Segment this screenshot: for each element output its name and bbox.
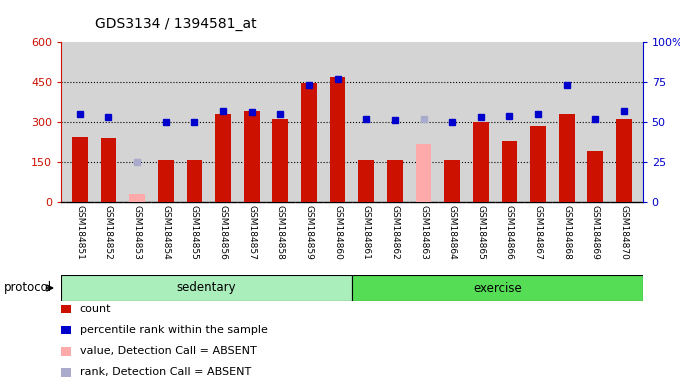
Text: GSM184853: GSM184853 [133, 205, 141, 260]
Text: GSM184859: GSM184859 [305, 205, 313, 260]
Bar [444, 161, 460, 202]
Text: GSM184865: GSM184865 [476, 205, 486, 260]
Bar [330, 77, 345, 202]
Text: rank, Detection Call = ABSENT: rank, Detection Call = ABSENT [80, 367, 251, 377]
Bar [352, 275, 643, 301]
Bar [244, 111, 260, 202]
Text: GSM184863: GSM184863 [419, 205, 428, 260]
Text: GSM184857: GSM184857 [247, 205, 256, 260]
Bar [415, 144, 431, 202]
Bar [158, 161, 173, 202]
Text: value, Detection Call = ABSENT: value, Detection Call = ABSENT [80, 346, 256, 356]
Text: GSM184862: GSM184862 [390, 205, 399, 260]
Bar [72, 137, 88, 202]
Bar [61, 275, 352, 301]
Bar [129, 194, 145, 202]
Text: GSM184869: GSM184869 [591, 205, 600, 260]
Text: GSM184854: GSM184854 [161, 205, 170, 260]
Text: GSM184858: GSM184858 [276, 205, 285, 260]
Text: count: count [80, 304, 111, 314]
Text: GDS3134 / 1394581_at: GDS3134 / 1394581_at [95, 17, 257, 31]
Bar [101, 138, 116, 202]
Bar [358, 161, 374, 202]
Text: GSM184860: GSM184860 [333, 205, 342, 260]
Bar [473, 122, 489, 202]
Text: GSM184861: GSM184861 [362, 205, 371, 260]
Bar [616, 119, 632, 202]
Text: GSM184870: GSM184870 [619, 205, 628, 260]
Text: GSM184855: GSM184855 [190, 205, 199, 260]
Text: GSM184868: GSM184868 [562, 205, 571, 260]
Bar [502, 141, 517, 202]
Text: GSM184867: GSM184867 [534, 205, 543, 260]
Bar [559, 114, 575, 202]
Bar [530, 126, 546, 202]
Text: exercise: exercise [473, 281, 522, 295]
Text: protocol: protocol [3, 281, 52, 295]
Bar [186, 161, 202, 202]
Text: GSM184856: GSM184856 [218, 205, 228, 260]
Bar [273, 119, 288, 202]
Text: sedentary: sedentary [177, 281, 237, 295]
Text: GSM184852: GSM184852 [104, 205, 113, 260]
Bar [215, 114, 231, 202]
Text: GSM184864: GSM184864 [447, 205, 457, 260]
Text: GSM184866: GSM184866 [505, 205, 514, 260]
Text: GSM184851: GSM184851 [75, 205, 84, 260]
Bar [387, 161, 403, 202]
Bar [588, 151, 603, 202]
Bar [301, 83, 317, 202]
Text: percentile rank within the sample: percentile rank within the sample [80, 325, 267, 335]
